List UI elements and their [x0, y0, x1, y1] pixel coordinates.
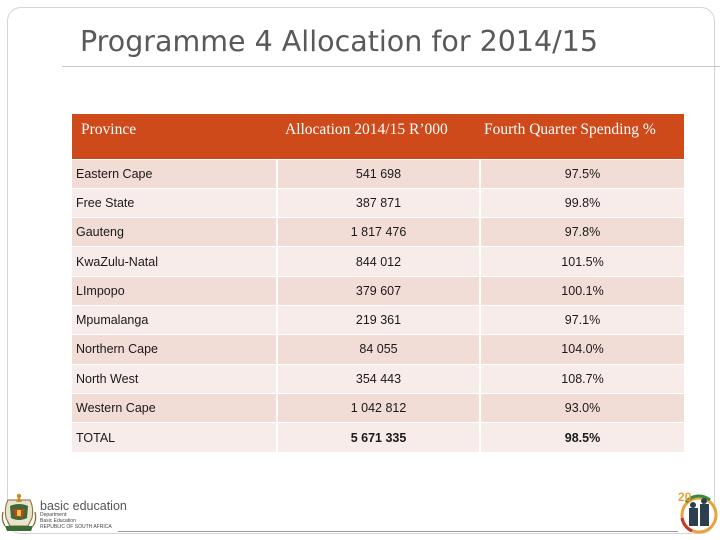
cell-spending: 98.5% [479, 422, 684, 452]
cell-province: TOTAL [72, 422, 277, 452]
coat-of-arms-icon [1, 493, 37, 531]
cell-spending: 97.8% [479, 217, 684, 247]
cell-allocation: 541 698 [276, 158, 480, 189]
cell-province: Free State [72, 187, 277, 218]
table-row: Eastern Cape 541 698 97.5% [72, 158, 684, 189]
cell-province: Western Cape [72, 392, 277, 423]
table-row: Gauteng 1 817 476 97.8% [72, 217, 684, 247]
cell-allocation: 844 012 [276, 246, 480, 277]
table-row: KwaZulu-Natal 844 012 101.5% [72, 246, 684, 277]
cell-spending: 93.0% [479, 392, 684, 423]
cell-allocation: 387 871 [276, 187, 480, 218]
cell-province: Mpumalanga [72, 304, 277, 335]
cell-spending: 99.8% [479, 187, 684, 218]
allocation-table: Province Allocation 2014/15 R’000 Fourth… [72, 114, 684, 452]
cell-allocation: 379 607 [276, 275, 480, 306]
cell-province: Eastern Cape [72, 158, 277, 189]
cell-spending: 97.5% [479, 158, 684, 189]
cell-allocation: 219 361 [276, 304, 480, 335]
badge-text: 20 [678, 490, 692, 504]
cell-allocation: 1 817 476 [276, 217, 480, 247]
header-spending: Fourth Quarter Spending % [480, 114, 684, 159]
cell-allocation: 354 443 [276, 363, 480, 394]
slide-frame [7, 7, 715, 534]
cell-spending: 104.0% [479, 334, 684, 365]
dept-line: REPUBLIC OF SOUTH AFRICA [40, 524, 112, 530]
dept-line: Basic Education [40, 518, 76, 524]
brand-name: basic education [40, 499, 127, 513]
title-divider [62, 66, 720, 67]
table-row: LImpopo 379 607 100.1% [72, 275, 684, 306]
cell-province: North West [72, 363, 277, 394]
cell-province: Gauteng [72, 217, 277, 247]
header-allocation: Allocation 2014/15 R’000 [277, 114, 480, 159]
table-row: Mpumalanga 219 361 97.1% [72, 304, 684, 335]
table-header-row: Province Allocation 2014/15 R’000 Fourth… [72, 114, 684, 159]
page-title: Programme 4 Allocation for 2014/15 [80, 25, 598, 58]
cell-allocation: 84 055 [276, 334, 480, 365]
table-row-total: TOTAL 5 671 335 98.5% [72, 422, 684, 452]
footer-divider [118, 531, 678, 532]
table-row: Free State 387 871 99.8% [72, 187, 684, 218]
cell-province: LImpopo [72, 275, 277, 306]
cell-province: Northern Cape [72, 334, 277, 365]
department-logo: basic education Department: Basic Educat… [40, 500, 127, 530]
table-row: Western Cape 1 042 812 93.0% [72, 392, 684, 423]
cell-spending: 108.7% [479, 363, 684, 394]
table-row: Northern Cape 84 055 104.0% [72, 334, 684, 365]
cell-province: KwaZulu-Natal [72, 246, 277, 277]
cell-spending: 101.5% [479, 246, 684, 277]
table-row: North West 354 443 108.7% [72, 363, 684, 394]
cell-allocation: 1 042 812 [276, 392, 480, 423]
cell-spending: 97.1% [479, 304, 684, 335]
cell-allocation: 5 671 335 [276, 422, 480, 452]
cell-spending: 100.1% [479, 275, 684, 306]
twenty-years-logo-icon: 20 [678, 490, 718, 534]
dept-line: Department: [40, 512, 68, 518]
header-province: Province [72, 114, 277, 159]
